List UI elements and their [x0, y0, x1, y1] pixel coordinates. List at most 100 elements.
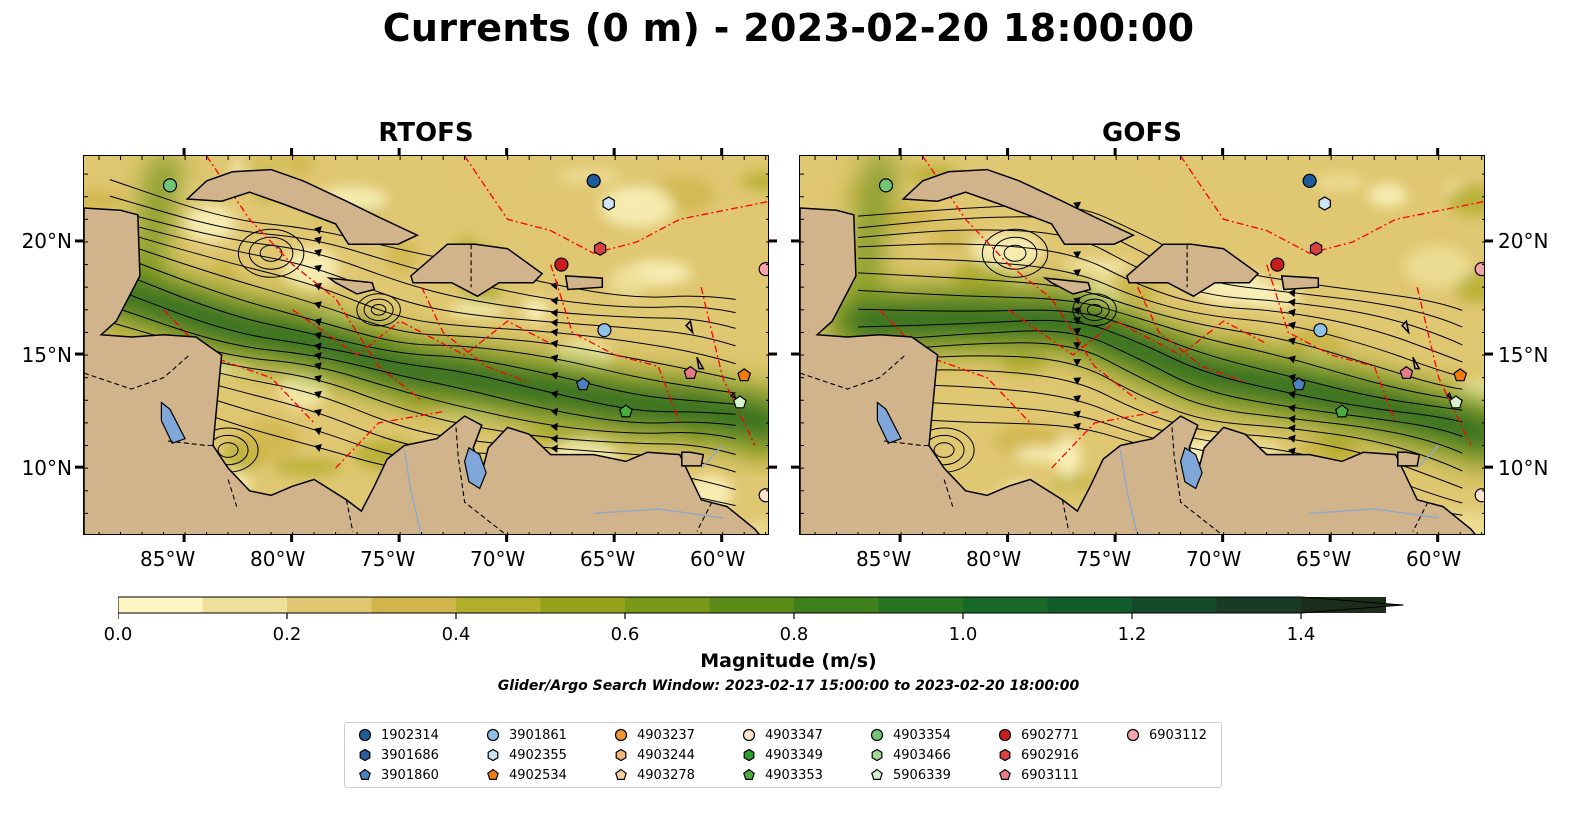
streamline-arrow — [314, 249, 322, 257]
eddy-streamline — [237, 228, 305, 278]
float-marker-6902916 — [1309, 241, 1323, 256]
streamline-arrow — [550, 318, 558, 327]
streamline-arrow — [314, 226, 322, 235]
legend-item: 6902771 — [997, 725, 1079, 745]
float-marker-3901860 — [575, 377, 590, 391]
streamline-arrow — [314, 408, 323, 417]
streamline — [858, 342, 1463, 454]
float-marker-5906339 — [1448, 395, 1463, 409]
speed-field-patch — [1064, 260, 1131, 274]
streamline-arrow — [1073, 422, 1081, 431]
colorbar-outline — [117, 596, 1404, 614]
pentagon-icon — [871, 768, 883, 780]
legend-marker-icon — [999, 768, 1011, 780]
streamline — [858, 330, 1463, 437]
legend-item: 3901861 — [485, 725, 567, 745]
streamline — [109, 208, 736, 329]
hexagon-icon — [999, 748, 1011, 762]
map-panel-gofs[interactable] — [799, 155, 1485, 535]
pentagon-icon — [615, 768, 627, 780]
streamline-arrow — [550, 328, 558, 337]
eez-boundary — [292, 309, 552, 356]
float-marker-4903354 — [162, 178, 178, 193]
streamline-arrow — [550, 354, 559, 363]
streamline-arrow — [1288, 424, 1296, 433]
legend-label: 4903237 — [637, 727, 695, 743]
pentagon-icon — [999, 768, 1011, 780]
legend-item: 4902355 — [485, 745, 567, 765]
speed-field-patch — [1151, 156, 1175, 165]
colorbar-tick-label: 0.2 — [272, 624, 302, 645]
legend-label: 6903112 — [1149, 727, 1207, 743]
eez-boundary — [700, 287, 756, 446]
legend-label: 5906339 — [893, 767, 951, 783]
legend-label: 4902355 — [509, 747, 567, 763]
lon-tick-label: 80°W — [966, 547, 1022, 571]
streamline-arrow — [550, 434, 558, 443]
legend-item: 1902314 — [357, 725, 439, 745]
land-mass — [681, 451, 705, 467]
streamline-arrow — [1073, 306, 1081, 315]
yucatan-current — [844, 156, 902, 289]
colorbar-tick-label: 1.0 — [948, 624, 978, 645]
legend-label: 4903347 — [765, 727, 823, 743]
eez-boundary — [1137, 286, 1246, 383]
streamline-arrow — [1288, 337, 1296, 346]
float-marker-6902771 — [554, 257, 569, 272]
legend-marker-icon — [615, 768, 627, 780]
land-mass — [1280, 275, 1320, 291]
map-panel-rtofs[interactable] — [83, 155, 769, 535]
speed-field-patch — [238, 419, 300, 463]
colorbar-tick-label: 1.2 — [1117, 624, 1147, 645]
streamline-arrow — [1288, 355, 1296, 364]
land-mass — [410, 243, 544, 298]
streamline-arrow — [1288, 447, 1296, 456]
legend-item: 6902916 — [997, 745, 1079, 765]
river — [1309, 508, 1439, 519]
legend-item: 5906339 — [869, 765, 951, 785]
colorbar-segment — [963, 597, 1048, 613]
lon-tick-label: 65°W — [1296, 547, 1352, 571]
legend-item: 4903466 — [869, 745, 951, 765]
colorbar — [117, 596, 1458, 630]
float-marker-5906339 — [732, 395, 747, 409]
colorbar-segment — [794, 597, 879, 613]
eddy-streamline — [1079, 298, 1110, 321]
land-mass — [1397, 451, 1421, 467]
land-mass — [1126, 243, 1260, 298]
country-border — [1171, 427, 1222, 534]
float-marker-4902534 — [1453, 368, 1468, 382]
currents-map-rtofs — [84, 156, 768, 534]
colorbar-segment — [202, 597, 288, 613]
river — [403, 449, 422, 534]
legend-label: 6902771 — [1021, 727, 1079, 743]
hexagon-icon — [743, 748, 755, 762]
legend-marker-icon — [487, 748, 499, 762]
lake — [463, 446, 487, 490]
streamline-arrow — [1073, 251, 1082, 259]
legend-marker-icon — [486, 728, 500, 742]
country-border — [345, 499, 354, 532]
speed-field-patch — [274, 458, 343, 476]
speed-field-patch — [1368, 183, 1408, 207]
lake — [876, 401, 902, 445]
legend-label: 3901686 — [381, 747, 439, 763]
float-marker-6903112 — [758, 261, 768, 277]
legend-label: 3901861 — [509, 727, 567, 743]
legend-item: 4903353 — [741, 765, 823, 785]
streamline — [109, 268, 736, 405]
legend-marker-icon — [614, 728, 628, 742]
legend-item: 6903112 — [1125, 725, 1207, 745]
panel-title-rtofs: RTOFS — [378, 118, 474, 148]
lat-tick-label: 20°N — [21, 229, 72, 253]
country-border — [800, 354, 906, 390]
float-marker-4903347 — [758, 488, 768, 503]
streamline — [109, 251, 736, 394]
streamline-arrow — [550, 390, 559, 399]
streamline-arrow — [314, 331, 322, 340]
streamline-arrow — [1288, 288, 1296, 298]
lat-tick-label: 15°N — [21, 343, 72, 367]
land-mass — [730, 392, 738, 400]
legend-label: 6903111 — [1021, 767, 1079, 783]
yucatan-current — [128, 156, 186, 289]
